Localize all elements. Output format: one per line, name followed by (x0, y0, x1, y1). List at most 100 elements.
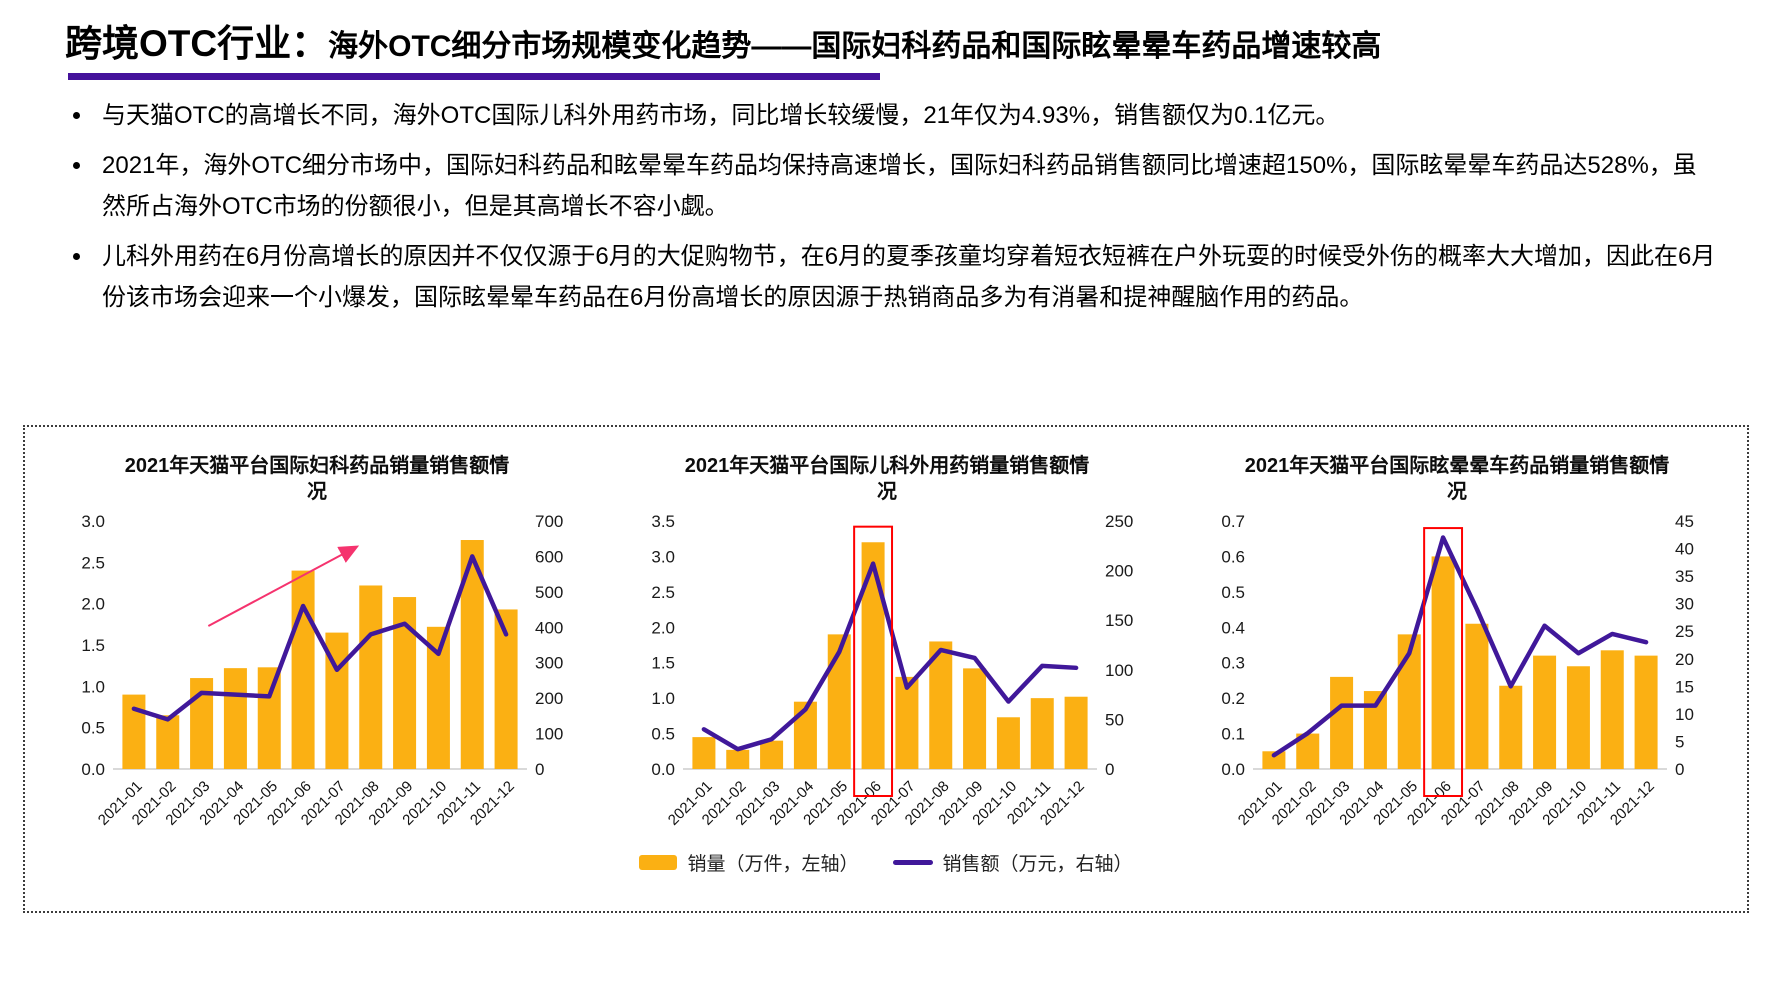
chart-motion-sickness-canvas: 0.0 0.1 0.2 0.3 0.4 0.5 0.6 0.7 0 5 10 15 20 25 30 35 40… (1221, 512, 1694, 829)
right-axis-tick-label: 150 (1105, 611, 1133, 630)
left-axis-tick-label: 3.0 (651, 547, 675, 566)
left-axis-tick-label: 0.0 (651, 760, 675, 779)
bar-series-swatch (639, 855, 678, 870)
sales-volume-bar (460, 540, 484, 769)
title-underline (68, 73, 880, 81)
right-axis-tick-label: 0 (1675, 760, 1684, 779)
left-axis-tick-label: 0.5 (651, 725, 675, 744)
bullet-list: 与天猫OTC的高增长不同，海外OTC国际儿科外用药市场，同比增长较缓慢，21年仅… (70, 96, 1720, 318)
june-highlight-box (853, 525, 894, 797)
left-axis-tick-label: 3.0 (81, 512, 105, 531)
left-axis-tick-label: 0.0 (81, 760, 105, 779)
right-axis-tick-label: 0 (535, 760, 544, 779)
june-highlight-box (1423, 527, 1464, 797)
sales-revenue-line (1271, 535, 1649, 758)
page-title: 跨境OTC行业：海外OTC细分市场规模变化趋势——国际妇科药品和国际眩晕晕车药品… (65, 20, 1545, 67)
sales-volume-bar (996, 717, 1020, 769)
sales-volume-bar (1397, 634, 1421, 769)
right-axis-tick-label: 35 (1675, 567, 1694, 586)
chart-title: 2021年天猫平台国际眩晕晕车药品销量销售额情况 (1244, 455, 1670, 503)
right-axis-tick-label: 30 (1675, 595, 1694, 614)
left-axis-tick-label: 0.2 (1221, 689, 1245, 708)
right-axis-tick-label: 200 (1105, 562, 1133, 581)
chart-legend: 销量（万件，左轴） 销售额（万元，右轴） (25, 849, 1747, 876)
page-title-prefix: 跨境OTC行业： (65, 23, 329, 64)
left-axis-tick-label: 0.6 (1221, 547, 1245, 566)
page-title-main: 海外OTC细分市场规模变化趋势——国际妇科药品和国际眩晕晕车药品增速较高 (328, 30, 1382, 63)
sales-volume-bar (895, 676, 919, 769)
right-axis-tick-label: 45 (1675, 512, 1694, 531)
right-axis-tick-label: 0 (1105, 760, 1114, 779)
line-series-swatch (892, 860, 933, 865)
sales-volume-bar (1566, 666, 1590, 769)
legend-item-revenue: 销售额（万元，右轴） (892, 849, 1133, 876)
sales-volume-bar (963, 668, 987, 769)
chart-pediatric-topical-drugs: 2021年天猫平台国际儿科外用药销量销售额情况 0.0 0.5 1.0 1.5 2.0 2… (603, 453, 1171, 843)
left-axis-tick-label: 1.5 (651, 654, 675, 673)
sales-volume-bar (1296, 733, 1320, 769)
right-axis-tick-label: 10 (1675, 705, 1694, 724)
sales-volume-bar (760, 740, 784, 769)
sales-volume-bar (359, 585, 383, 769)
left-axis-tick-label: 0.0 (1221, 760, 1245, 779)
sales-volume-bar (861, 542, 885, 769)
sales-volume-bar (156, 715, 180, 769)
right-axis-tick-label: 5 (1675, 732, 1684, 751)
bullet-item: 儿科外用药在6月份高增长的原因并不仅仅源于6月的大促购物节，在6月的夏季孩童均穿… (94, 237, 1720, 319)
sales-volume-bar (1262, 751, 1286, 769)
sales-volume-bar (1465, 623, 1489, 769)
sales-volume-bar (1330, 676, 1354, 769)
right-axis-tick-label: 300 (535, 654, 563, 673)
right-axis-tick-label: 700 (535, 512, 563, 531)
sales-volume-bar (1431, 556, 1455, 769)
sales-volume-bar (1030, 698, 1054, 769)
right-axis-tick-label: 200 (535, 689, 563, 708)
left-axis-tick-label: 1.5 (81, 636, 105, 655)
sales-volume-bar (190, 678, 214, 769)
bar-series-label: 销量（万件，左轴） (687, 854, 859, 875)
chart-gynecology-canvas: 0.0 0.5 1.0 1.5 2.0 2.5 3.0 0 100 200 300 400 500 600… (81, 512, 563, 829)
left-axis-tick-label: 0.5 (81, 719, 105, 738)
left-axis-tick-label: 0.3 (1221, 654, 1245, 673)
right-axis-tick-label: 15 (1675, 677, 1694, 696)
sales-volume-bar (1600, 650, 1624, 769)
sales-volume-bar (726, 749, 750, 769)
sales-volume-bar (1533, 655, 1557, 769)
legend-item-volume: 销量（万件，左轴） (639, 849, 859, 876)
charts-panel: 2021年天猫平台国际妇科药品销量销售额情况 0.0 0.5 1.0 1.5 2.0 2.… (23, 425, 1749, 913)
chart-title: 2021年天猫平台国际妇科药品销量销售额情况 (124, 455, 510, 503)
left-axis-tick-label: 1.0 (651, 689, 675, 708)
sales-volume-bar (223, 668, 247, 769)
left-axis-tick-label: 0.5 (1221, 583, 1245, 602)
sales-volume-bar (1363, 691, 1387, 769)
chart-motion-sickness-drugs: 2021年天猫平台国际眩晕晕车药品销量销售额情况 0.0 0.1 0.2 0.3 0.4… (1173, 453, 1741, 843)
chart-title: 2021年天猫平台国际儿科外用药销量销售额情况 (684, 455, 1090, 503)
left-axis-tick-label: 1.0 (81, 677, 105, 696)
sales-volume-bar (393, 597, 417, 769)
right-axis-tick-label: 100 (535, 725, 563, 744)
right-axis-tick-label: 20 (1675, 650, 1694, 669)
sales-volume-bar (257, 667, 281, 769)
left-axis-tick-label: 2.5 (81, 553, 105, 572)
sales-volume-bar (1499, 685, 1523, 769)
chart-pediatric-canvas: 0.00.51.01.52.02.53.03.50501001502002502… (651, 512, 1133, 829)
right-axis-tick-label: 50 (1105, 710, 1124, 729)
left-axis-tick-label: 2.5 (651, 583, 675, 602)
sales-volume-bar (122, 694, 146, 769)
right-axis-tick-label: 25 (1675, 622, 1694, 641)
sales-volume-bar (426, 626, 450, 769)
left-axis-tick-label: 0.4 (1221, 618, 1245, 637)
bullet-item: 与天猫OTC的高增长不同，海外OTC国际儿科外用药市场，同比增长较缓慢，21年仅… (94, 96, 1720, 137)
bullet-item: 2021年，海外OTC细分市场中，国际妇科药品和眩晕晕车药品均保持高速增长，国际… (94, 146, 1720, 228)
chart-gynecology-drugs: 2021年天猫平台国际妇科药品销量销售额情况 0.0 0.5 1.0 1.5 2.0 2.… (33, 453, 601, 843)
right-axis-tick-label: 250 (1105, 512, 1133, 531)
left-axis-tick-label: 2.0 (81, 595, 105, 614)
right-axis-tick-label: 100 (1105, 661, 1133, 680)
right-axis-tick-label: 600 (535, 547, 563, 566)
sales-volume-bar (827, 634, 851, 769)
sales-revenue-line (701, 561, 1079, 752)
right-axis-tick-label: 40 (1675, 540, 1694, 559)
left-axis-tick-label: 2.0 (651, 618, 675, 637)
charts-row: 2021年天猫平台国际妇科药品销量销售额情况 0.0 0.5 1.0 1.5 2.0 2.… (25, 427, 1747, 843)
sales-volume-bar (793, 701, 817, 769)
